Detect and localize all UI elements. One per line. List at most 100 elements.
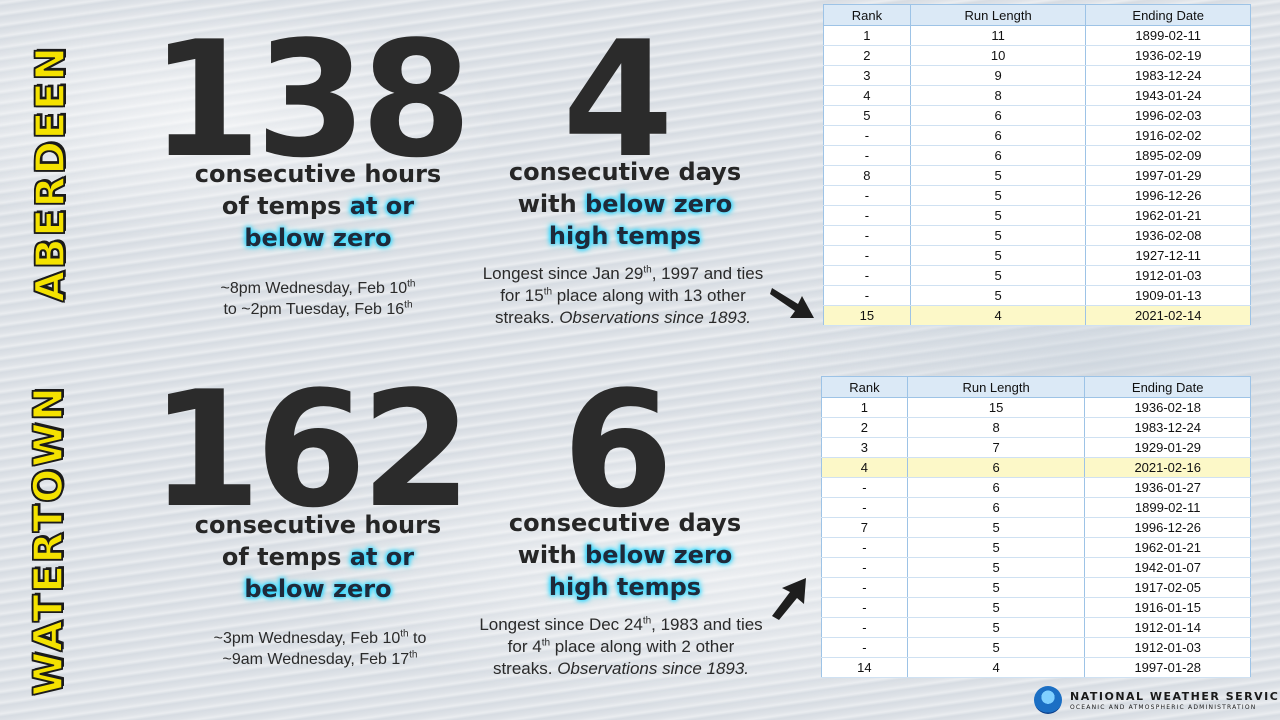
table-cell: 3 [823,65,911,86]
table-cell: 1916-01-15 [1084,597,1251,618]
table-cell: 5 [906,637,1086,658]
table-cell: 1912-01-03 [1085,265,1251,286]
table-cell: - [821,537,908,558]
aberdeen-note: Longest since Jan 29th, 1997 and ties fo… [482,264,764,327]
table-cell: 1899-02-11 [1085,25,1251,46]
table-cell: 1 [823,25,911,46]
table-row: 15 4 2021-02-14 [823,305,1251,326]
table-cell: 1962-01-21 [1085,205,1251,226]
table-row: -5 1962-01-21 [821,537,1251,558]
table-row: 4 8 1943-01-24 [823,85,1251,106]
table-row: 2 10 1936-02-19 [823,45,1251,66]
table-cell: 1917-02-05 [1084,577,1251,598]
table-cell: 1996-12-26 [1085,185,1251,206]
table-row: -5 1917-02-05 [821,577,1251,598]
table-cell: 15 [906,397,1086,418]
noaa-logo-icon [1034,686,1062,714]
watertown-label: WATERTOWN [25,385,73,697]
table-row: -5 1936-02-08 [823,225,1251,246]
table-cell: 2021-02-14 [1085,305,1251,326]
table-row: 1 11 1899-02-11 [823,25,1251,46]
table-cell: 5 [906,537,1086,558]
table-row: -6 1895-02-09 [823,145,1251,166]
table-cell: 1936-02-08 [1085,225,1251,246]
table-row: -5 1912-01-03 [821,637,1251,658]
table-cell: 1996-02-03 [1085,105,1251,126]
table-cell: 6 [906,477,1086,498]
table-row: 3 7 1929-01-29 [821,437,1251,458]
table-row: -5 1912-01-03 [823,265,1251,286]
table-cell: 6 [906,497,1086,518]
watertown-note: Longest since Dec 24th, 1983 and ties fo… [479,615,763,678]
table-row: 3 9 1983-12-24 [823,65,1251,86]
aberdeen-table-header: Rank Run Length Ending Date [823,4,1251,26]
table-cell: - [823,285,911,306]
table-row: -5 1916-01-15 [821,597,1251,618]
table-cell: 11 [909,25,1087,46]
table-cell: 5 [823,105,911,126]
aberdeen-hours-caption: consecutive hours of temps at or below z… [194,160,442,252]
table-cell: 2 [823,45,911,66]
table-cell: 1942-01-07 [1084,557,1251,578]
column-header: Rank [823,4,911,26]
table-row: -5 1996-12-26 [823,185,1251,206]
table-cell: 1909-01-13 [1085,285,1251,306]
table-cell: 1912-01-14 [1084,617,1251,638]
table-cell: 5 [909,165,1087,186]
watertown-days-value: 6 [562,356,673,543]
table-row: 5 6 1996-02-03 [823,105,1251,126]
table-cell: - [823,125,911,146]
table-cell: 8 [906,417,1086,438]
table-cell: - [823,185,911,206]
table-cell: 5 [906,617,1086,638]
table-cell: 5 [909,225,1087,246]
table-row: 2 8 1983-12-24 [821,417,1251,438]
watertown-days-caption: consecutive days with below zero high te… [508,509,742,601]
table-cell: - [823,265,911,286]
aberdeen-arrow-icon [770,288,814,318]
table-cell: 6 [909,125,1087,146]
nws-branding: NATIONAL WEATHER SERVICE OCEANIC AND ATM… [1034,686,1280,716]
aberdeen-days-value: 4 [562,6,673,193]
table-cell: 1916-02-02 [1085,125,1251,146]
aberdeen-label: ABERDEEN [27,44,75,302]
table-cell: 6 [909,105,1087,126]
table-cell: 4 [823,85,911,106]
table-cell: - [823,145,911,166]
aberdeen-period: ~8pm Wednesday, Feb 10th to ~2pm Tuesday… [220,278,416,318]
nws-name: NATIONAL WEATHER SERVICE [1070,690,1280,703]
table-cell: 15 [823,305,911,326]
table-cell: 1943-01-24 [1085,85,1251,106]
table-cell: 1927-12-11 [1085,245,1251,266]
table-cell: 5 [906,557,1086,578]
watertown-period: ~3pm Wednesday, Feb 10th to ~9am Wednesd… [213,628,427,668]
table-row: -5 1942-01-07 [821,557,1251,578]
table-cell: - [821,577,908,598]
table-cell: 5 [909,205,1087,226]
aberdeen-table-body: 1 11 1899-02-11 2 10 1936-02-19 3 9 1983-12-24 4 8… [823,25,1251,326]
table-cell: 1899-02-11 [1084,497,1251,518]
table-cell: 7 [821,517,908,538]
table-cell: 1929-01-29 [1084,437,1251,458]
table-cell: 5 [909,285,1087,306]
table-cell: 1997-01-29 [1085,165,1251,186]
table-cell: 1996-12-26 [1084,517,1251,538]
watertown-table-body: 1 15 1936-02-18 2 8 1983-12-24 3 7 1929-01-29 4 6 2… [821,397,1251,678]
table-row: -6 1916-02-02 [823,125,1251,146]
table-row: 14 4 1997-01-28 [821,657,1251,678]
watertown-records-table: Rank Run Length Ending Date 1 15 1936-02-18 2… [821,376,1251,678]
aberdeen-records-table: Rank Run Length Ending Date 1 11 1899-02-11 2… [823,4,1251,326]
table-cell: 1983-12-24 [1085,65,1251,86]
table-row: 1 15 1936-02-18 [821,397,1251,418]
table-cell: 4 [909,305,1087,326]
aberdeen-hours-value: 138 [150,6,472,193]
table-cell: - [823,205,911,226]
table-cell: 8 [823,165,911,186]
table-cell: 5 [909,265,1087,286]
table-cell: 1895-02-09 [1085,145,1251,166]
table-cell: 7 [906,437,1086,458]
watertown-hours-value: 162 [150,356,472,543]
table-cell: 1912-01-03 [1084,637,1251,658]
table-cell: 4 [821,457,908,478]
table-cell: 1 [821,397,908,418]
